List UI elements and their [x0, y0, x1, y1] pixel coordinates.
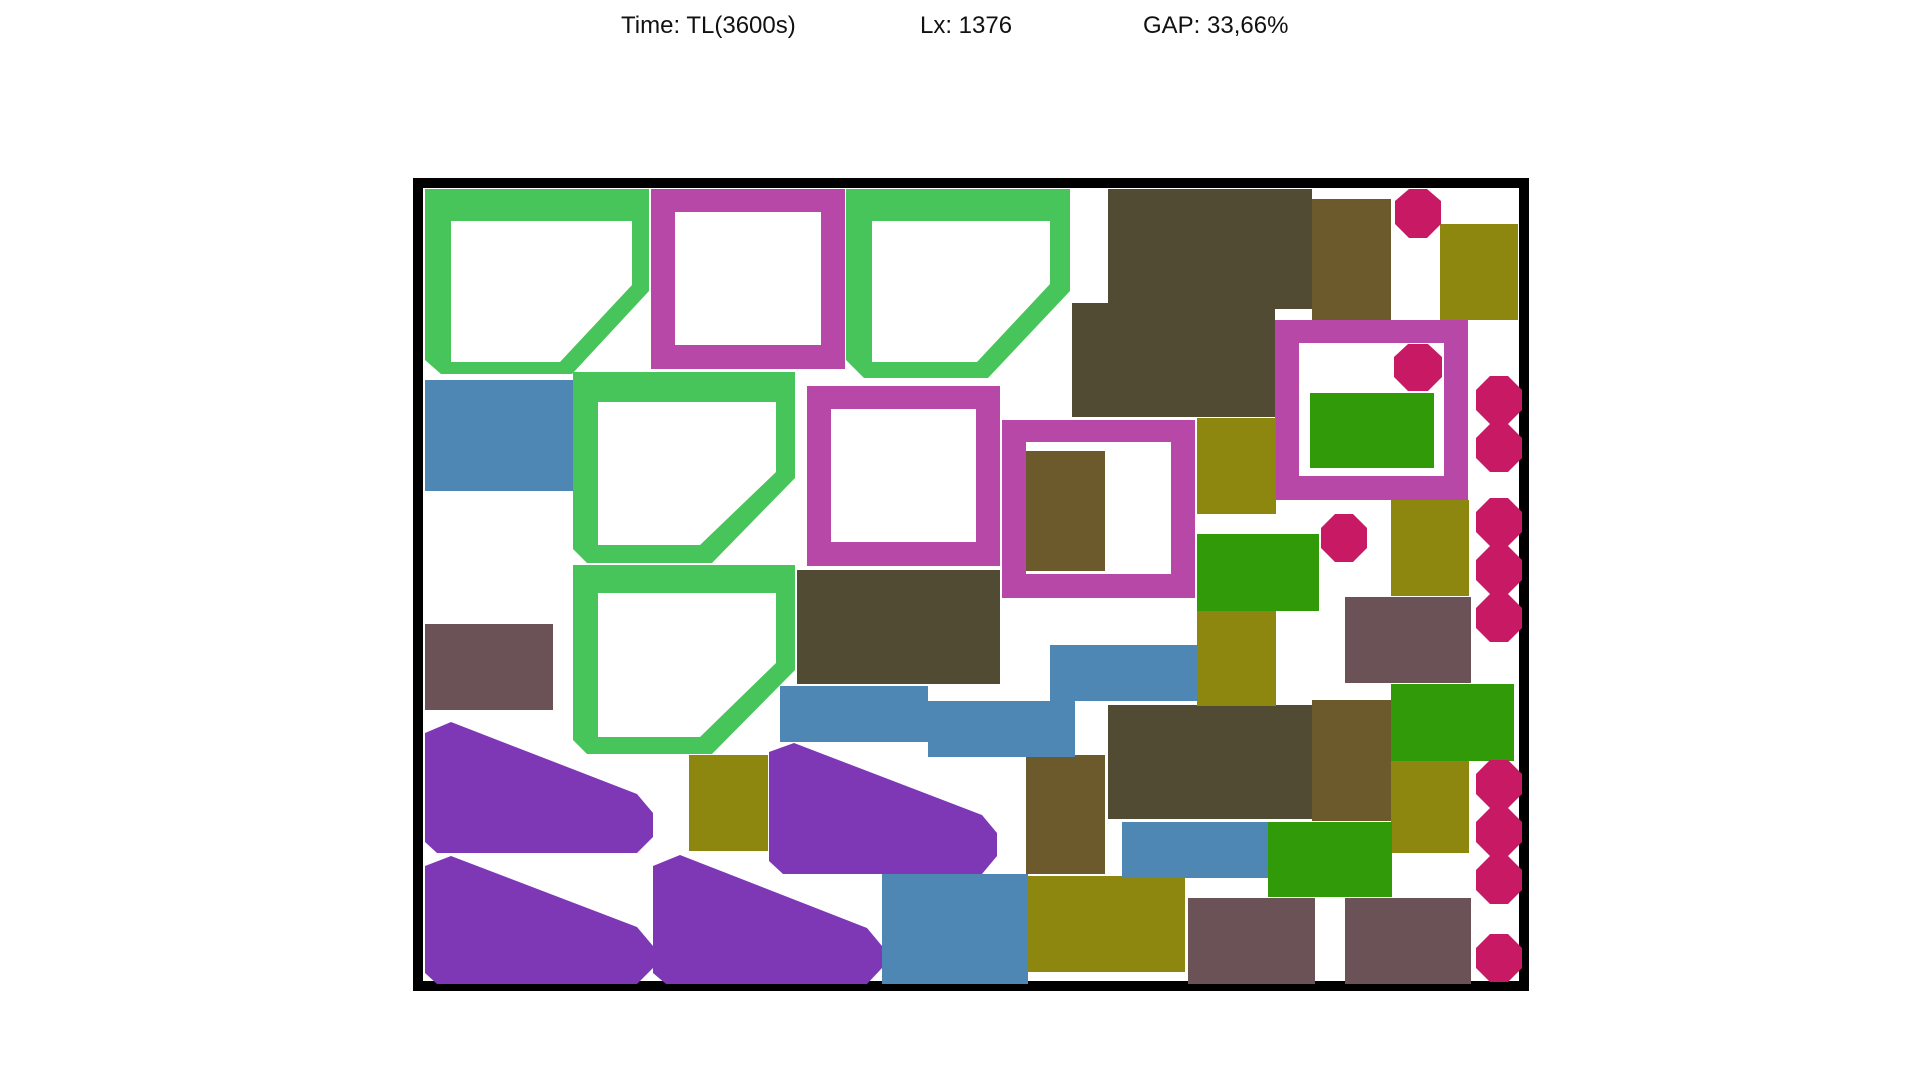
time-label: Time: TL(3600s) [621, 12, 796, 39]
piece-crimson-octagon [1476, 808, 1522, 856]
piece-crimson-octagon [1476, 760, 1522, 808]
piece-crimson-octagon [1476, 934, 1522, 982]
piece-steel-blue [780, 686, 928, 742]
length-label: Lx: 1376 [920, 12, 1013, 39]
piece-magenta-frame [807, 386, 1000, 566]
piece-purple [425, 722, 653, 853]
piece-dark-olive [1108, 189, 1312, 309]
piece-olive [1391, 500, 1469, 596]
piece-olive [1197, 610, 1276, 706]
piece-green [1391, 684, 1514, 761]
piece-crimson-octagon [1321, 514, 1367, 562]
piece-mauve [1345, 597, 1471, 683]
piece-dark-olive [797, 570, 1000, 684]
piece-dark-olive [1108, 705, 1312, 819]
piece-olive [1026, 876, 1185, 972]
piece-steel-blue [425, 380, 573, 491]
piece-magenta-frame [1002, 420, 1195, 598]
piece-brown [1312, 700, 1392, 821]
gap-label: GAP: 33,66% [1143, 12, 1289, 39]
piece-olive [689, 755, 768, 851]
piece-olive [1440, 224, 1518, 320]
piece-purple [769, 743, 997, 874]
piece-crimson-octagon [1395, 189, 1441, 238]
piece-purple [425, 856, 653, 984]
piece-magenta-frame [1275, 320, 1468, 500]
piece-green-frame [425, 189, 649, 374]
piece-green-frame [573, 565, 795, 754]
piece-crimson-octagon [1476, 424, 1522, 472]
piece-crimson-octagon [1476, 546, 1522, 594]
piece-magenta-frame [651, 189, 845, 369]
container-frame [413, 178, 1529, 991]
piece-green-frame [846, 189, 1070, 378]
piece-green [1310, 393, 1434, 468]
piece-steel-blue [928, 701, 1075, 757]
piece-purple [653, 855, 882, 984]
piece-mauve [1188, 898, 1315, 984]
piece-brown [1026, 755, 1105, 874]
piece-brown [1026, 451, 1105, 571]
piece-mauve [425, 624, 553, 710]
piece-steel-blue [1050, 645, 1197, 701]
piece-crimson-octagon [1476, 376, 1522, 424]
piece-green [1268, 822, 1392, 897]
piece-steel-blue [1122, 822, 1269, 878]
piece-steel-blue [882, 874, 1028, 984]
piece-crimson-octagon [1476, 856, 1522, 904]
piece-green-frame [573, 372, 795, 563]
piece-olive [1197, 418, 1276, 514]
piece-crimson-octagon [1394, 344, 1442, 391]
piece-green [1197, 534, 1319, 611]
piece-mauve [1345, 898, 1471, 984]
piece-brown [1312, 199, 1391, 320]
piece-crimson-octagon [1476, 594, 1522, 642]
piece-crimson-octagon [1476, 498, 1522, 546]
piece-olive [1391, 757, 1469, 853]
piece-dark-olive [1072, 303, 1275, 417]
